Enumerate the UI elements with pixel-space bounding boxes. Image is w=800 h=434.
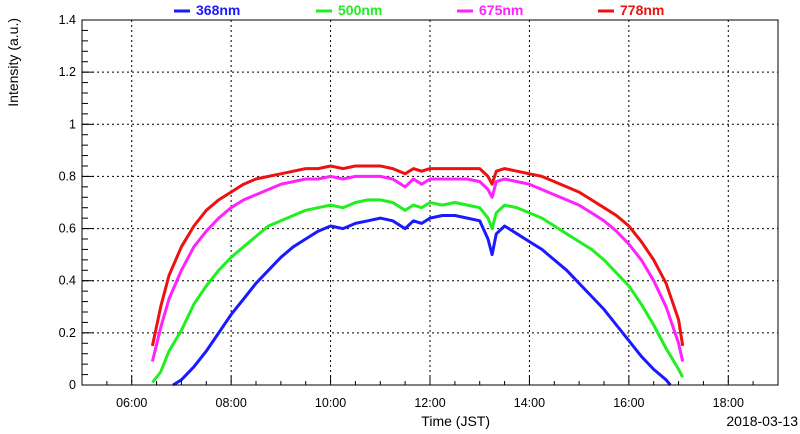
series-line-368nm <box>172 214 672 387</box>
x-tick-label: 16:00 <box>613 396 644 410</box>
ticks: 06:00 08:00 10:00 12:00 14:00 16:00 18:00 0 0.2 0… <box>59 13 779 410</box>
series-layer <box>150 164 685 387</box>
y-tick-label: 1.2 <box>59 65 76 79</box>
y-tick-label: 0.2 <box>59 326 76 340</box>
x-tick-label: 18:00 <box>713 396 744 410</box>
y-axis-label: Intensity (a.u.) <box>5 18 21 107</box>
y-tick-label: 0.6 <box>59 222 76 236</box>
legend-label: 675nm <box>479 2 523 18</box>
y-tick-label: 0.4 <box>59 274 76 288</box>
series-line-675nm <box>150 174 685 362</box>
y-tick-label: 1 <box>69 117 76 131</box>
y-tick-label: 0.8 <box>59 169 76 183</box>
date-label: 2018-03-13 <box>726 413 798 429</box>
grid <box>82 20 778 385</box>
series-line-500nm <box>151 198 685 384</box>
legend-label: 368nm <box>196 2 240 18</box>
x-tick-label: 06:00 <box>116 396 147 410</box>
legend-label: 500nm <box>338 2 382 18</box>
series-line-778nm <box>150 164 685 347</box>
legend: 368nm 500nm 675nm 778nm <box>174 2 664 18</box>
y-tick-label: 1.4 <box>59 13 76 27</box>
x-tick-label: 08:00 <box>216 396 247 410</box>
x-tick-label: 12:00 <box>414 396 445 410</box>
x-axis-label: Time (JST) <box>421 413 490 429</box>
x-tick-label: 14:00 <box>514 396 545 410</box>
y-tick-label: 0 <box>69 378 76 392</box>
x-tick-label: 10:00 <box>315 396 346 410</box>
legend-label: 778nm <box>620 2 664 18</box>
